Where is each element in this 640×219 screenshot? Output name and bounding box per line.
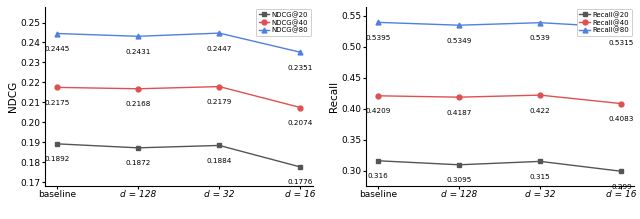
Recall@40	[618, 102, 625, 105]
NDCG@20	[296, 166, 304, 168]
Text: 0.2447: 0.2447	[207, 46, 232, 52]
NDCG@40	[216, 85, 223, 88]
Recall@40	[374, 94, 382, 97]
Text: 0.1776: 0.1776	[288, 180, 313, 185]
Text: 0.1884: 0.1884	[207, 158, 232, 164]
NDCG@80	[53, 32, 61, 35]
Line: NDCG@80: NDCG@80	[54, 31, 303, 55]
NDCG@80	[296, 51, 304, 54]
Text: 0.2445: 0.2445	[44, 46, 70, 52]
NDCG@20	[53, 143, 61, 145]
Text: 0.1872: 0.1872	[125, 160, 151, 166]
Text: 0.5349: 0.5349	[447, 38, 472, 44]
Recall@20	[455, 163, 463, 166]
Recall@80	[455, 24, 463, 26]
Y-axis label: Recall: Recall	[329, 81, 339, 112]
Text: 0.2074: 0.2074	[288, 120, 313, 126]
Recall@40	[455, 96, 463, 99]
Line: NDCG@40: NDCG@40	[54, 84, 303, 110]
NDCG@80	[216, 32, 223, 34]
Text: 0.315: 0.315	[530, 174, 550, 180]
Recall@20	[374, 159, 382, 162]
Text: 0.5395: 0.5395	[365, 35, 390, 41]
Text: 0.316: 0.316	[367, 173, 388, 179]
Text: 0.539: 0.539	[530, 35, 550, 41]
Text: 0.2175: 0.2175	[44, 100, 70, 106]
NDCG@20	[134, 147, 142, 149]
Text: 0.1892: 0.1892	[44, 156, 70, 162]
Line: Recall@80: Recall@80	[376, 20, 624, 30]
Line: Recall@20: Recall@20	[376, 158, 624, 174]
NDCG@20	[216, 144, 223, 147]
Recall@20	[618, 170, 625, 173]
NDCG@40	[296, 106, 304, 109]
Recall@40	[536, 94, 544, 96]
NDCG@40	[134, 87, 142, 90]
Text: 0.4083: 0.4083	[609, 116, 634, 122]
Recall@80	[536, 21, 544, 24]
Legend: Recall@20, Recall@40, Recall@80: Recall@20, Recall@40, Recall@80	[577, 9, 632, 36]
Recall@80	[374, 21, 382, 24]
Line: Recall@40: Recall@40	[376, 93, 624, 106]
Text: 0.4187: 0.4187	[447, 110, 472, 116]
Text: 0.2179: 0.2179	[207, 99, 232, 105]
Legend: NDCG@20, NDCG@40, NDCG@80: NDCG@20, NDCG@40, NDCG@80	[256, 9, 310, 36]
Recall@80	[618, 26, 625, 29]
NDCG@40	[53, 86, 61, 89]
Y-axis label: NDCG: NDCG	[8, 81, 18, 112]
NDCG@80	[134, 35, 142, 38]
Text: 0.4209: 0.4209	[365, 108, 390, 114]
Text: 0.5315: 0.5315	[609, 40, 634, 46]
Text: 0.2168: 0.2168	[125, 101, 151, 107]
Text: 0.2431: 0.2431	[125, 49, 151, 55]
Recall@20	[536, 160, 544, 163]
Text: 0.2351: 0.2351	[288, 65, 313, 71]
Text: 0.3095: 0.3095	[447, 177, 472, 183]
Text: 0.422: 0.422	[530, 108, 550, 114]
Line: NDCG@20: NDCG@20	[54, 141, 303, 170]
Text: 0.299: 0.299	[611, 184, 632, 190]
